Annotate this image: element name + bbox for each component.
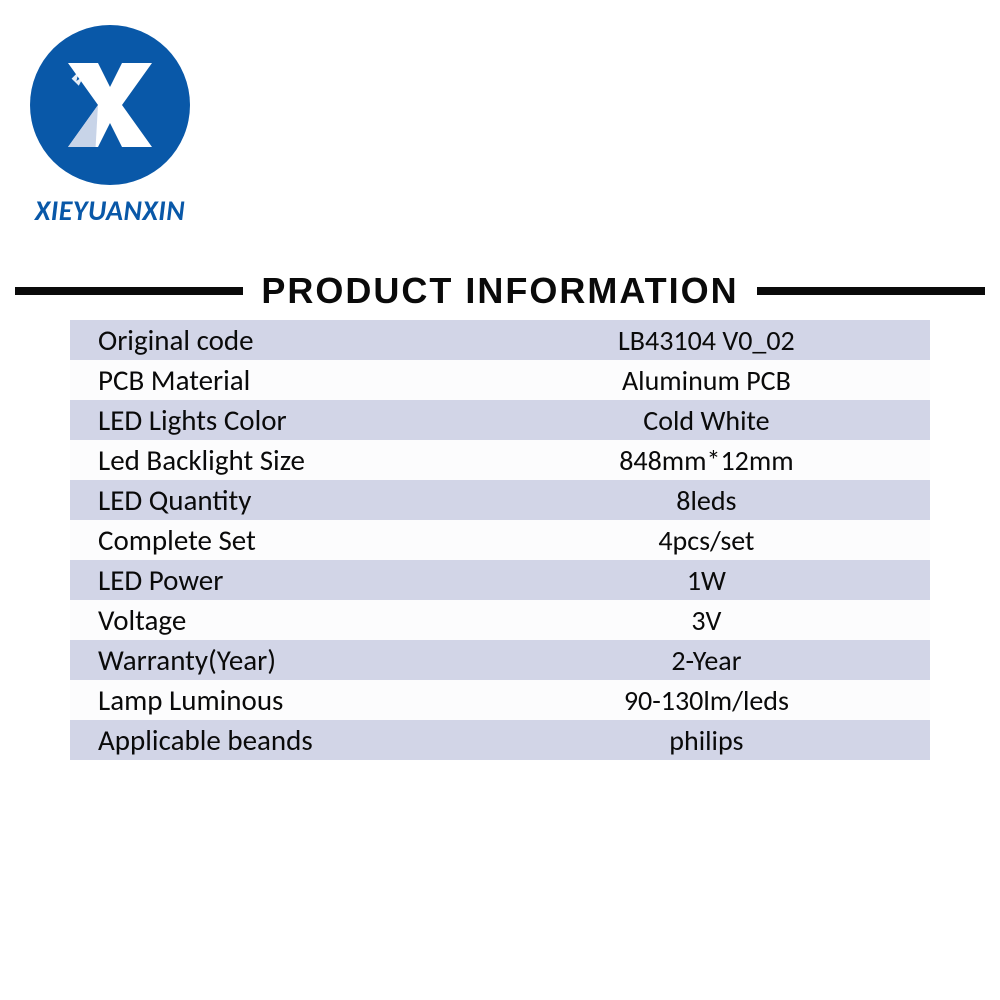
logo-area: XIEYUANXIN xyxy=(20,25,200,228)
header-section: PRODUCT INFORMATION xyxy=(0,270,1000,312)
table-row: Complete Set 4pcs/set xyxy=(70,520,930,560)
line-right xyxy=(757,287,985,295)
product-info-table: Original code LB43104 V0_02 PCB Material… xyxy=(70,320,930,760)
cell-label: Applicable beands xyxy=(70,722,483,758)
header-line: PRODUCT INFORMATION xyxy=(0,270,1000,312)
brand-name: XIEYUANXIN xyxy=(20,193,200,228)
cell-value: 4pcs/set xyxy=(483,523,930,558)
cell-value: Aluminum PCB xyxy=(483,363,930,398)
cell-label: Lamp Luminous xyxy=(70,682,483,718)
logo-x-icon xyxy=(50,45,170,165)
cell-label: Complete Set xyxy=(70,522,483,558)
table-row: Voltage 3V xyxy=(70,600,930,640)
logo-circle xyxy=(30,25,190,185)
table-row: Warranty(Year) 2-Year xyxy=(70,640,930,680)
cell-value: 3V xyxy=(483,603,930,638)
table-row: Led Backlight Size 848mm*12mm xyxy=(70,440,930,480)
cell-label: LED Quantity xyxy=(70,482,483,518)
table-row: Applicable beands philips xyxy=(70,720,930,760)
cell-value: 1W xyxy=(483,563,930,598)
cell-value: Cold White xyxy=(483,403,930,438)
table-row: Lamp Luminous 90-130lm/leds xyxy=(70,680,930,720)
header-title: PRODUCT INFORMATION xyxy=(243,270,756,312)
cell-label: LED Power xyxy=(70,562,483,598)
table-row: LED Power 1W xyxy=(70,560,930,600)
line-left xyxy=(15,287,243,295)
cell-value: 8leds xyxy=(483,483,930,518)
table-row: LED Lights Color Cold White xyxy=(70,400,930,440)
cell-label: PCB Material xyxy=(70,362,483,398)
cell-label: Voltage xyxy=(70,602,483,638)
table-row: Original code LB43104 V0_02 xyxy=(70,320,930,360)
cell-label: Led Backlight Size xyxy=(70,442,483,478)
cell-label: LED Lights Color xyxy=(70,402,483,438)
cell-value: LB43104 V0_02 xyxy=(483,323,930,358)
cell-value: philips xyxy=(483,723,930,758)
table-row: LED Quantity 8leds xyxy=(70,480,930,520)
cell-value: 848mm*12mm xyxy=(483,443,930,478)
cell-label: Warranty(Year) xyxy=(70,642,483,678)
cell-label: Original code xyxy=(70,322,483,358)
cell-value: 2-Year xyxy=(483,643,930,678)
cell-value: 90-130lm/leds xyxy=(483,683,930,718)
table-row: PCB Material Aluminum PCB xyxy=(70,360,930,400)
